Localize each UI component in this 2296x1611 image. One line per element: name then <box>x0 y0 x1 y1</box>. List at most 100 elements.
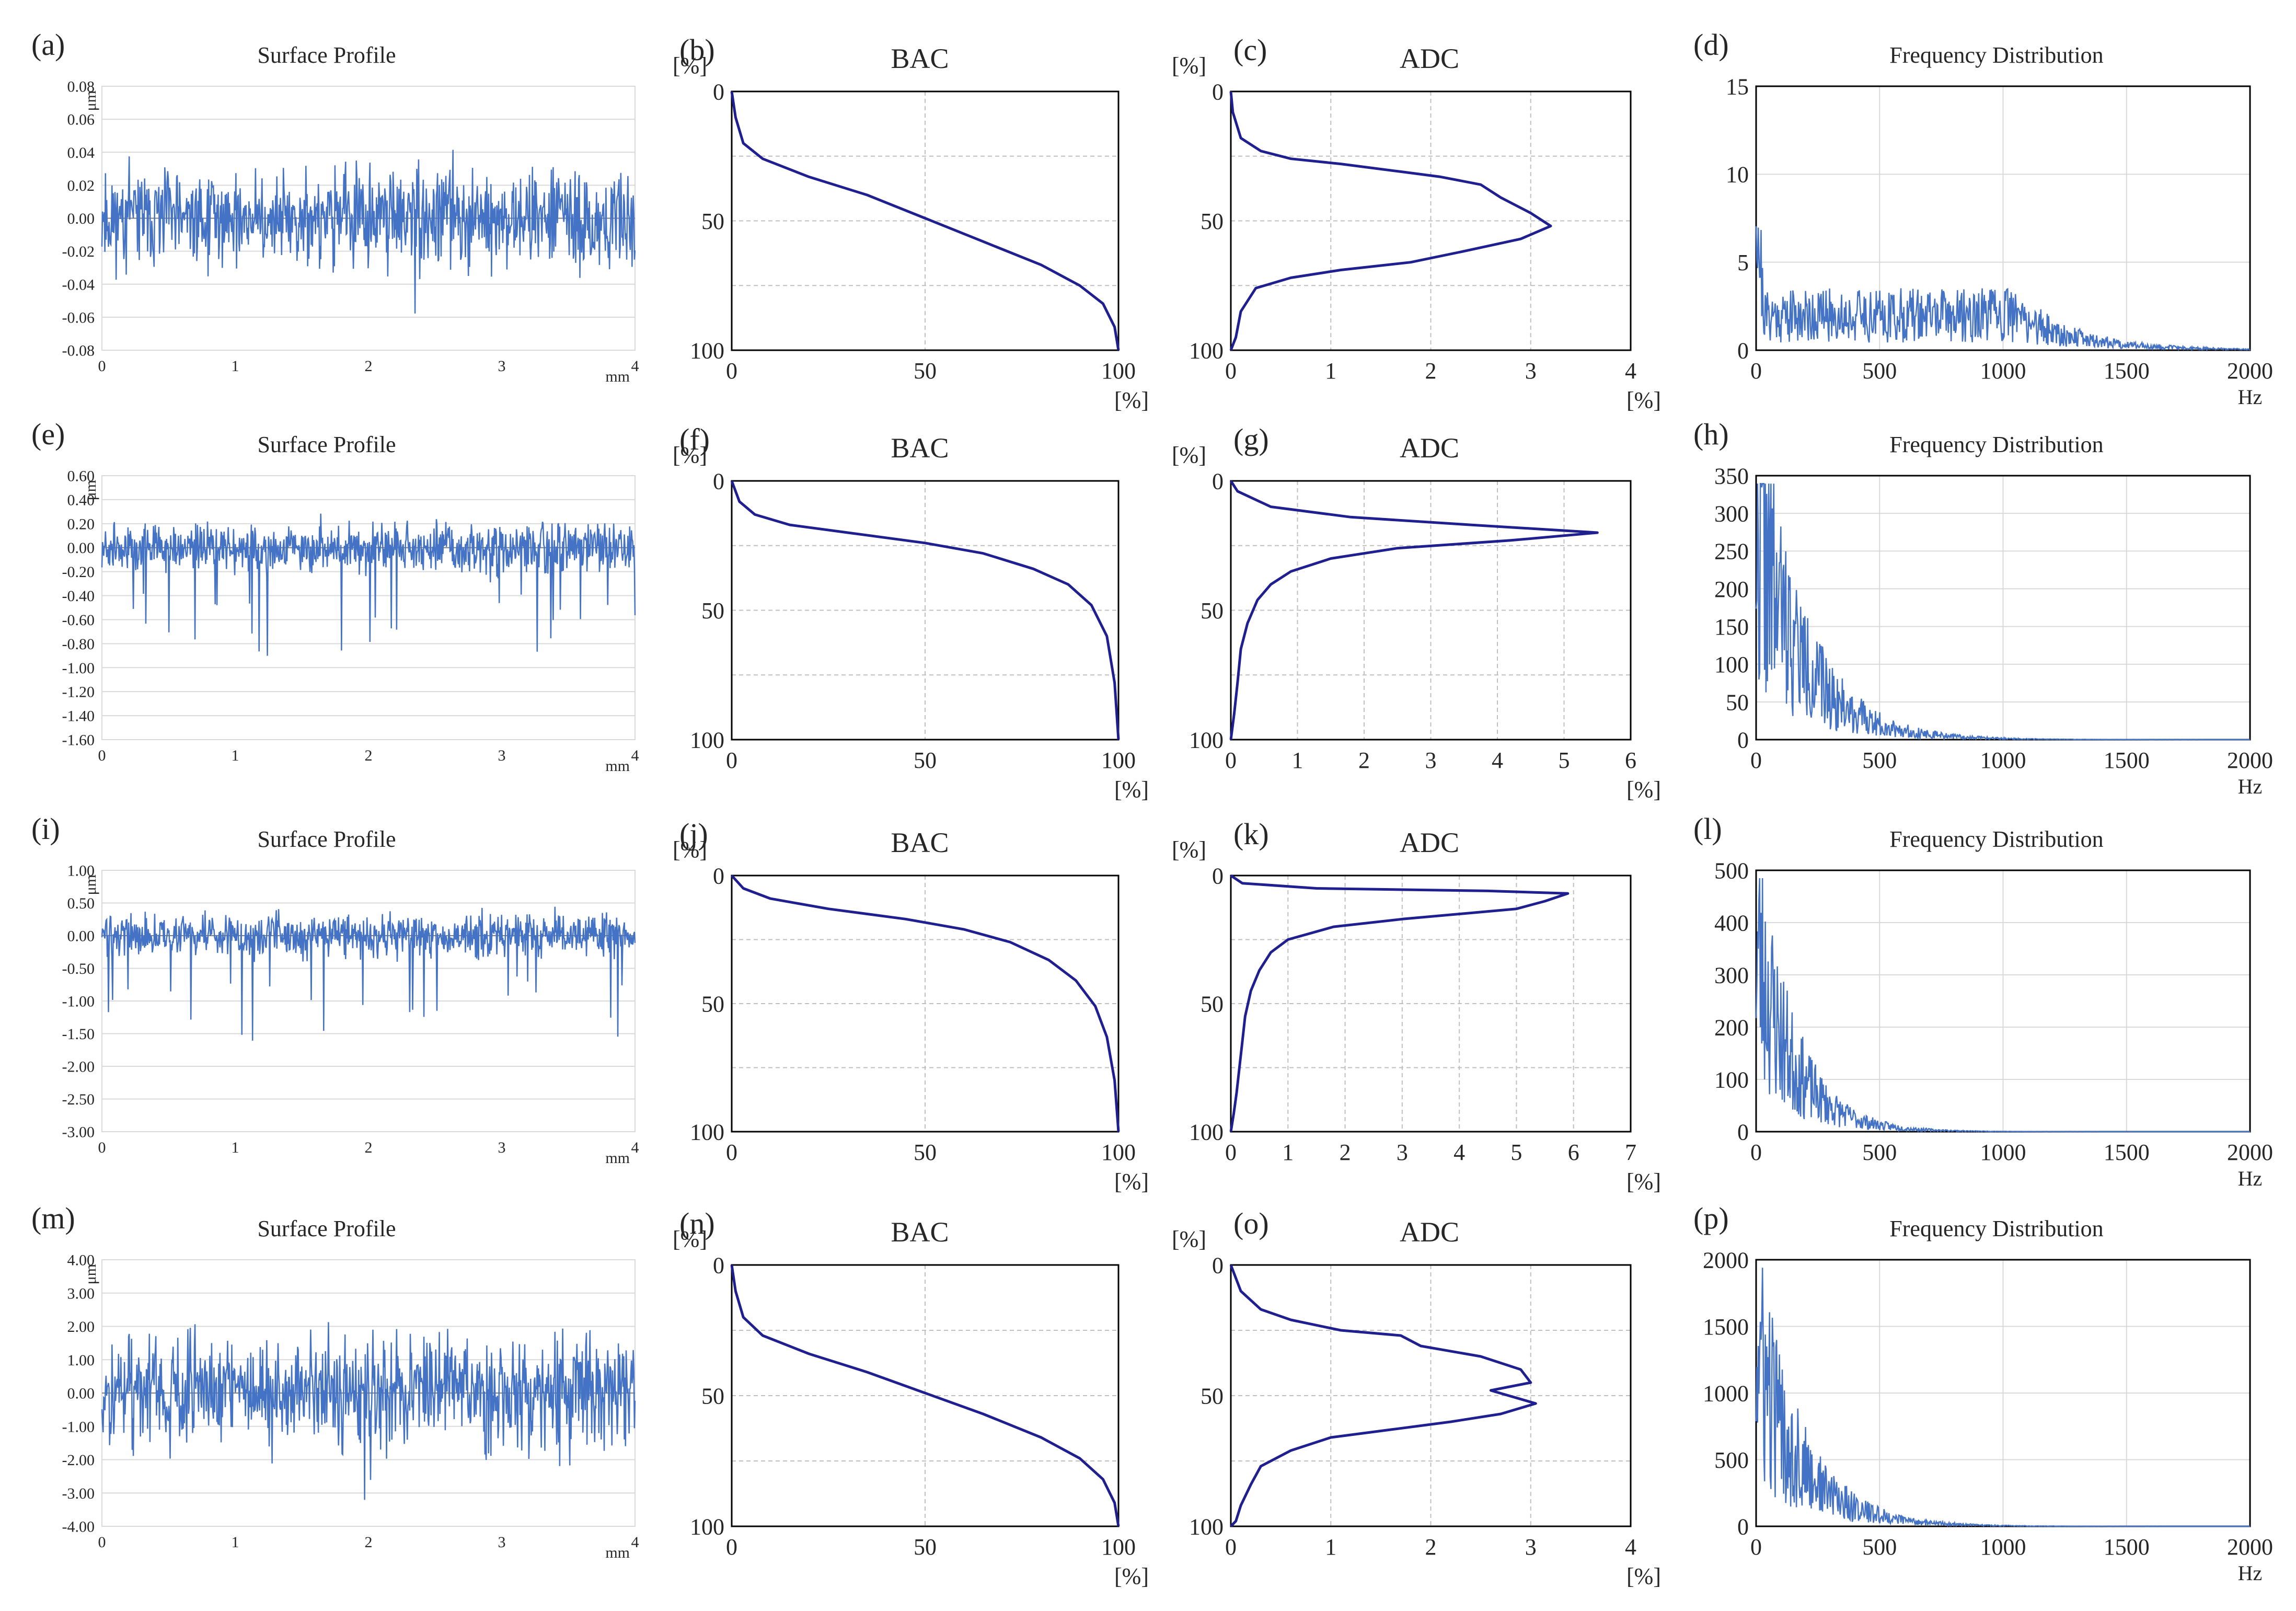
y-axis-label: μm <box>82 874 99 895</box>
y-tick-label: 2.00 <box>67 1318 95 1336</box>
x-axis-label: [%] <box>1626 387 1661 413</box>
y-tick-label: -0.80 <box>62 636 95 653</box>
y-tick-label: -2.00 <box>62 1452 95 1469</box>
panel-label: (j) <box>679 817 708 851</box>
panel-label: (k) <box>1233 817 1269 851</box>
y-tick-label: -0.04 <box>62 276 95 293</box>
chart-panel-l: (l) Frequency Distribution 0 100 200 300 400 50… <box>1693 812 2273 1190</box>
y-tick-label: 0.08 <box>67 78 95 96</box>
y-tick-label: -1.60 <box>62 732 95 749</box>
x-tick-label: 0 <box>98 1139 106 1156</box>
panel-label: (b) <box>679 33 715 67</box>
adc-series-line <box>1229 874 1570 1132</box>
y-tick-label: 1500 <box>1703 1314 1749 1340</box>
x-tick-label: 3 <box>1397 1140 1408 1165</box>
y-tick-label: 0 <box>1737 1514 1749 1539</box>
panel-label: (g) <box>1233 422 1269 456</box>
y-tick-label: 50 <box>1201 598 1224 624</box>
y-axis-label: μm <box>82 480 99 500</box>
y-tick-label: 1.00 <box>67 1352 95 1369</box>
y-tick-label: 100 <box>1189 338 1224 363</box>
x-tick-label: 2 <box>365 1139 373 1156</box>
x-tick-label: 3 <box>1425 747 1437 773</box>
y-axis-label: [%] <box>673 837 707 862</box>
chart-title: ADC <box>1400 1216 1459 1248</box>
x-tick-label: 2 <box>1425 358 1437 384</box>
x-tick-label: 3 <box>498 1534 506 1551</box>
y-tick-label: -1.00 <box>62 993 95 1010</box>
y-tick-label: 0.02 <box>67 177 95 194</box>
chart-panel-i: (i) Surface Profile -3.00 -2.50 -2.00 -1.50 -1… <box>31 812 639 1167</box>
chart-title: BAC <box>891 1216 949 1248</box>
plot-frame <box>1755 85 2251 351</box>
x-axis-label: Hz <box>2238 385 2263 409</box>
chart-title: ADC <box>1400 827 1459 858</box>
chart-title: Frequency Distribution <box>1889 432 2103 457</box>
y-tick-label: 50 <box>701 1383 724 1409</box>
y-axis-label: μm <box>82 1264 99 1284</box>
x-tick-label: 0 <box>726 1140 737 1165</box>
x-tick-label: 100 <box>1101 358 1136 384</box>
x-axis-label: Hz <box>2238 775 2263 798</box>
panel-label: (m) <box>31 1201 75 1235</box>
chart-title: Frequency Distribution <box>1889 42 2103 68</box>
x-tick-label: 50 <box>914 1140 937 1165</box>
y-tick-label: -1.00 <box>62 1418 95 1435</box>
x-tick-label: 0 <box>726 358 737 384</box>
x-tick-label: 1000 <box>1980 1534 2026 1560</box>
y-tick-label: -3.00 <box>62 1124 95 1141</box>
profile-series-line <box>101 149 636 314</box>
x-tick-label: 1500 <box>2104 358 2150 384</box>
plot-frame <box>1230 90 1632 351</box>
y-tick-label: 0 <box>1212 1252 1224 1278</box>
x-tick-label: 6 <box>1625 747 1636 773</box>
y-tick-label: 400 <box>1714 910 1749 936</box>
y-tick-label: 10 <box>1726 162 1749 188</box>
plot-frame <box>101 870 636 1132</box>
chart-title: Frequency Distribution <box>1889 826 2103 852</box>
y-tick-label: 5 <box>1737 250 1749 275</box>
y-tick-label: 50 <box>701 991 724 1017</box>
chart-title: BAC <box>891 432 949 464</box>
y-tick-label: 0.20 <box>67 515 95 533</box>
y-tick-label: 0 <box>1737 1119 1749 1145</box>
y-tick-label: -1.40 <box>62 708 95 725</box>
x-tick-label: 50 <box>914 747 937 773</box>
y-tick-label: 0.00 <box>67 210 95 227</box>
y-tick-label: 100 <box>690 1514 724 1539</box>
y-axis-label: [%] <box>1172 442 1206 468</box>
profile-series-line <box>101 1322 636 1500</box>
x-tick-label: 2 <box>365 1534 373 1551</box>
y-tick-label: -1.00 <box>62 660 95 677</box>
x-tick-label: 3 <box>498 747 506 764</box>
x-axis-label: [%] <box>1114 1169 1149 1194</box>
x-tick-label: 0 <box>98 747 106 764</box>
y-axis-label: [%] <box>673 442 707 468</box>
x-tick-label: 500 <box>1862 1140 1897 1165</box>
y-tick-label: 0.40 <box>67 491 95 509</box>
spectrum-series-line <box>1755 482 2250 741</box>
x-axis-label: mm <box>605 1544 630 1561</box>
chart-panel-e: (e) Surface Profile -1.60 -1.40 -1.20 -1.00 -0… <box>31 417 639 775</box>
x-tick-label: 0 <box>1225 1534 1237 1560</box>
x-tick-label: 1 <box>232 1139 239 1156</box>
x-tick-label: 100 <box>1101 747 1136 773</box>
spectrum-series-line <box>1755 878 2250 1134</box>
y-tick-label: 100 <box>690 1119 724 1145</box>
x-tick-label: 0 <box>1750 358 1762 384</box>
x-tick-label: 2 <box>1425 1534 1437 1560</box>
y-tick-label: 250 <box>1714 539 1749 565</box>
x-tick-label: 2 <box>365 747 373 764</box>
panel-label: (f) <box>679 422 710 456</box>
plot-frame <box>1230 874 1632 1133</box>
chart-title: ADC <box>1400 432 1459 464</box>
y-tick-label: 100 <box>1714 652 1749 677</box>
x-tick-label: 1000 <box>1980 1140 2026 1165</box>
y-tick-label: 0.60 <box>67 468 95 485</box>
y-tick-label: 500 <box>1714 858 1749 883</box>
chart-title: ADC <box>1400 43 1459 74</box>
x-tick-label: 1500 <box>2104 747 2150 773</box>
